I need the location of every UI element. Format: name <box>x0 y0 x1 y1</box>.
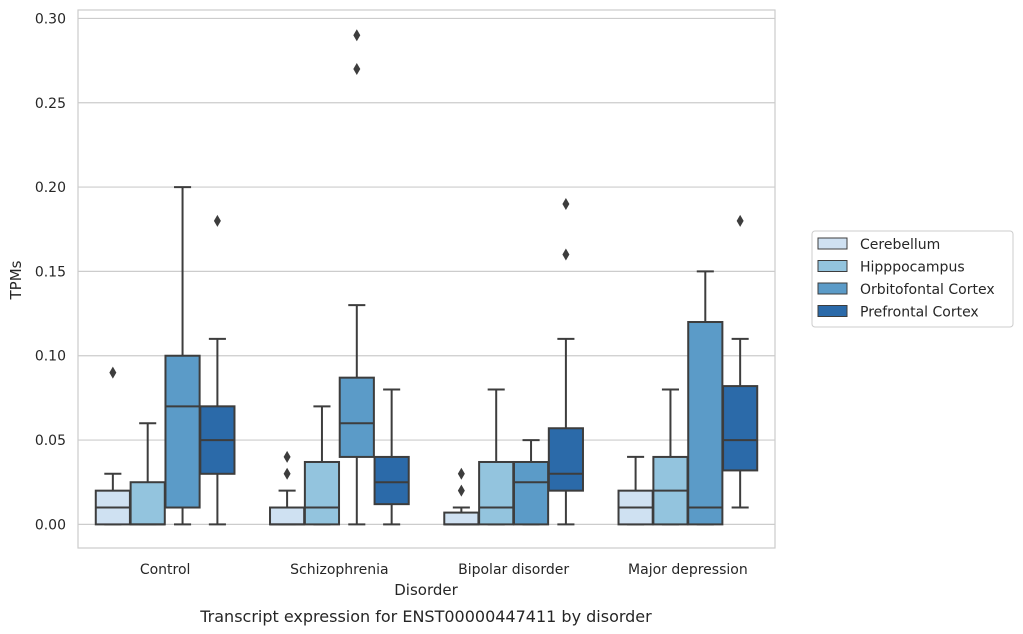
y-tick-label: 0.05 <box>35 433 66 449</box>
outlier-marker <box>457 484 465 497</box>
box-hipppocampus-1 <box>303 405 341 526</box>
legend-label: Orbitofontal Cortex <box>860 282 995 298</box>
legend-swatch <box>817 260 848 272</box>
y-tick-label: 0.30 <box>35 11 66 27</box>
box-prefrontal-cortex-3 <box>722 214 759 509</box>
x-axis-label: Disorder <box>394 581 458 599</box>
legend-label: Cerebellum <box>860 237 940 253</box>
box-body <box>722 385 759 472</box>
box-orbitofontal-cortex-3 <box>687 270 724 526</box>
legend-label: Hipppocampus <box>860 260 965 276</box>
box-body <box>129 481 166 526</box>
legend: Cerebellum Hipppocampus Orbitofontal Corte… <box>811 230 1014 328</box>
y-axis-label: TPMs <box>7 260 25 300</box>
outlier-marker <box>283 450 291 463</box>
y-tick-label: 0.15 <box>35 264 66 280</box>
box-body <box>269 506 306 526</box>
box-body <box>512 460 550 526</box>
y-tick-label: 0.20 <box>35 180 66 196</box>
box-orbitofontal-cortex-1 <box>338 29 375 526</box>
box-body <box>303 460 341 526</box>
box-body <box>164 354 201 509</box>
box-groups <box>94 29 759 526</box>
box-body <box>373 455 410 506</box>
box-hipppocampus-0 <box>129 422 166 526</box>
box-cerebellum-0 <box>94 366 131 526</box>
outlier-marker <box>109 366 117 379</box>
outlier-marker <box>457 467 465 480</box>
box-prefrontal-cortex-1 <box>373 388 410 526</box>
box-prefrontal-cortex-0 <box>199 214 236 526</box>
box-body <box>687 321 724 526</box>
legend-frame <box>811 230 1014 328</box>
box-prefrontal-cortex-2 <box>547 197 584 526</box>
box-hipppocampus-2 <box>478 388 515 526</box>
box-body <box>338 376 375 458</box>
box-body <box>547 427 584 492</box>
box-orbitofontal-cortex-2 <box>512 439 550 526</box>
y-tick-labels: 0.00 0.05 0.10 0.15 0.20 0.25 0.30 <box>35 11 66 533</box>
box-body <box>443 511 480 526</box>
box-cerebellum-2 <box>443 467 480 526</box>
box-cerebellum-3 <box>617 455 654 526</box>
legend-swatch <box>817 282 848 295</box>
y-tick-label: 0.00 <box>35 517 66 533</box>
outlier-marker <box>562 197 570 210</box>
box-body <box>478 460 515 526</box>
outlier-marker <box>213 214 221 227</box>
y-tick-label: 0.10 <box>35 349 66 365</box>
outlier-marker <box>283 467 291 480</box>
legend-swatch <box>817 237 848 250</box>
chart-caption: Transcript expression for ENST0000044741… <box>199 607 652 626</box>
box-cerebellum-1 <box>269 450 306 526</box>
legend-swatch <box>817 305 848 317</box>
box-hipppocampus-3 <box>652 388 689 526</box>
x-tick-label: Bipolar disorder <box>458 562 569 578</box>
legend-label: Prefrontal Cortex <box>860 305 979 321</box>
y-tick-label: 0.25 <box>35 96 66 112</box>
outlier-marker <box>562 248 570 261</box>
x-tick-label: Schizophrenia <box>290 562 388 578</box>
box-orbitofontal-cortex-0 <box>164 186 201 526</box>
outlier-marker <box>353 63 361 76</box>
x-tick-labels: Control Schizophrenia Bipolar disorder Majo… <box>140 562 748 578</box>
x-tick-label: Major depression <box>628 562 748 578</box>
plot-frame <box>77 9 776 549</box>
outlier-marker <box>353 29 361 42</box>
outlier-marker <box>736 214 744 227</box>
x-tick-label: Control <box>140 562 191 578</box>
